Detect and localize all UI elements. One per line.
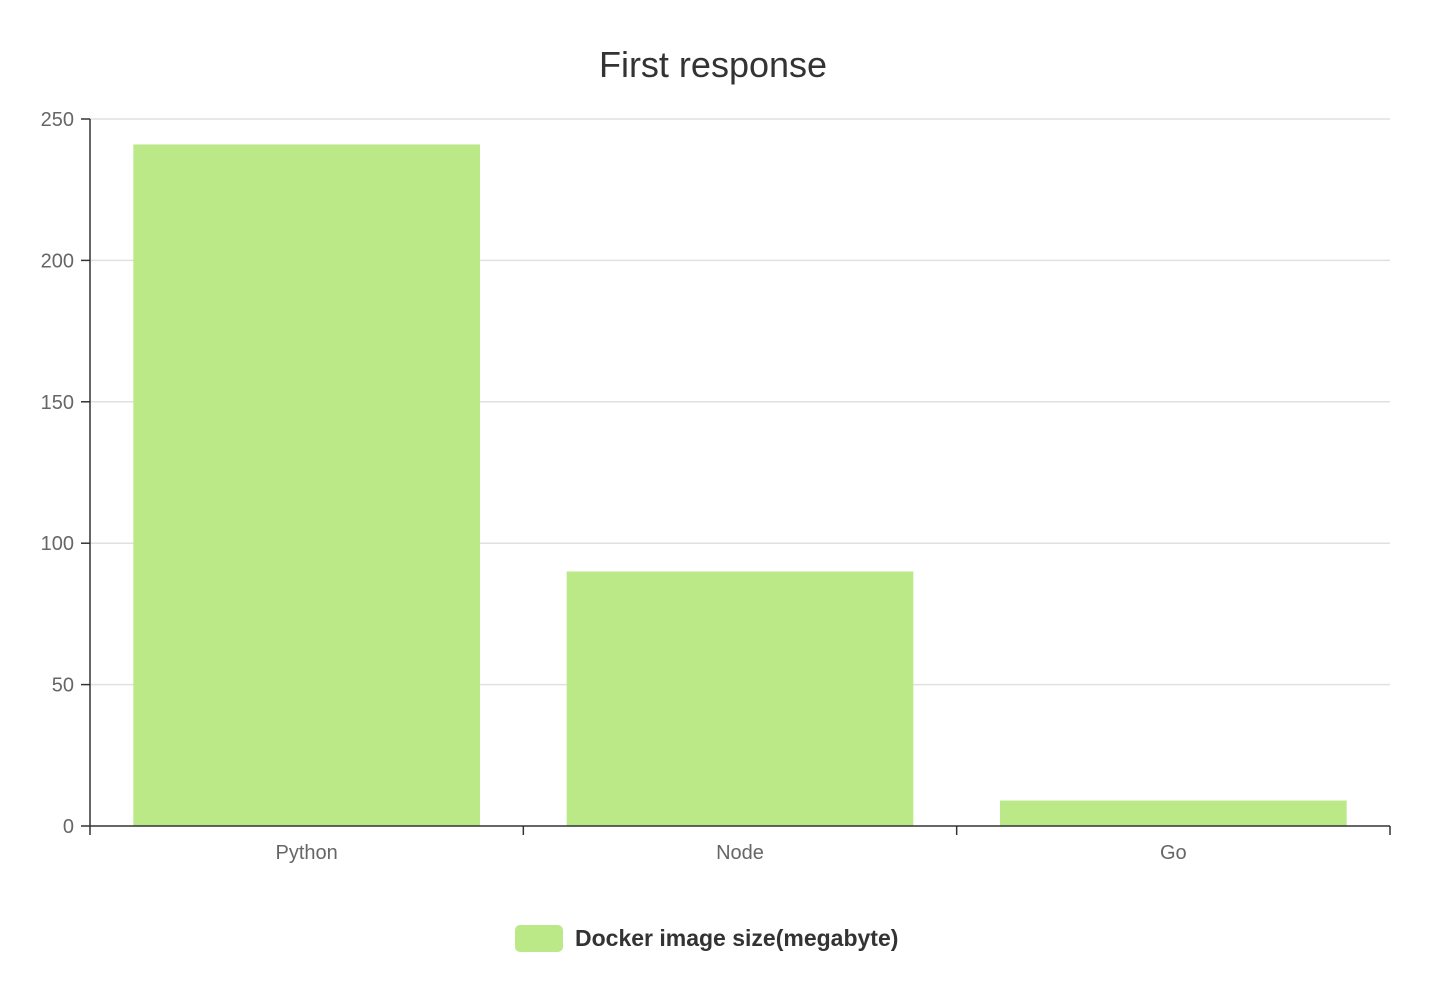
bar-node[interactable]: [566, 571, 914, 826]
chart-title: First response: [599, 44, 827, 85]
bar-go[interactable]: [1000, 800, 1347, 826]
y-axis-ticks: 0 50 100 150 200 250: [41, 109, 90, 838]
x-tick-label: Go: [1160, 842, 1187, 864]
y-tick-label: 150: [41, 392, 74, 414]
legend-swatch[interactable]: [515, 925, 563, 952]
y-tick-label: 100: [41, 533, 74, 555]
y-tick-label: 0: [63, 816, 74, 838]
legend-label[interactable]: Docker image size(megabyte): [575, 925, 898, 951]
y-tick-label: 200: [41, 250, 74, 272]
x-tick-label: Python: [276, 842, 338, 864]
axes: [89, 119, 1390, 827]
bar-series: [133, 144, 1347, 826]
x-axis-ticks: Python Node Go: [89, 826, 1391, 864]
bar-python[interactable]: [133, 144, 481, 826]
legend[interactable]: Docker image size(megabyte): [515, 925, 898, 952]
x-tick-label: Node: [716, 842, 764, 864]
y-tick-label: 250: [41, 109, 74, 131]
y-tick-label: 50: [52, 675, 74, 697]
